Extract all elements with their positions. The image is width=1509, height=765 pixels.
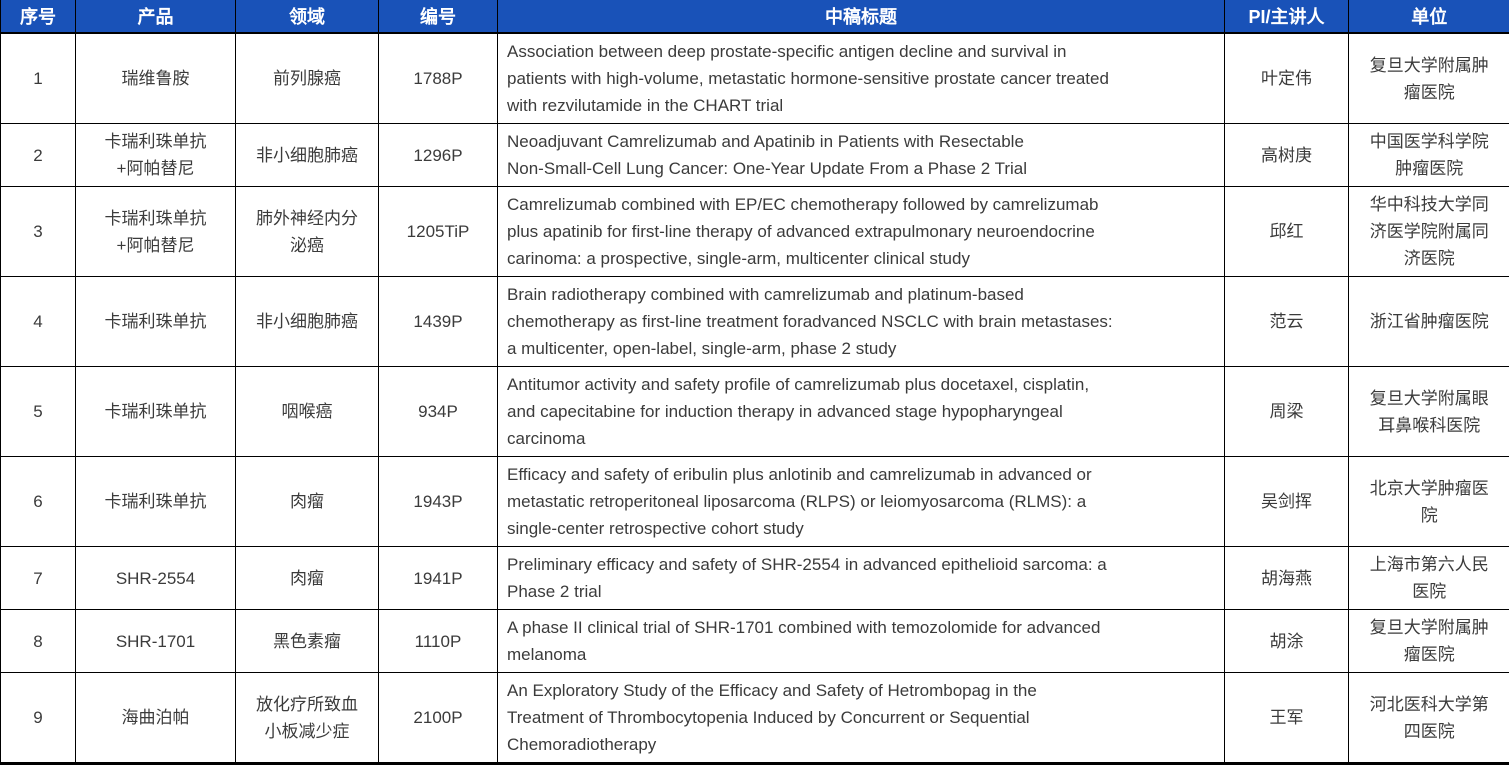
cell-pi: 范云 <box>1225 277 1349 367</box>
cell-field: 肉瘤 <box>236 547 379 610</box>
cell-title: Neoadjuvant Camrelizumab and Apatinib in… <box>498 124 1225 187</box>
cell-title: Antitumor activity and safety profile of… <box>498 367 1225 457</box>
cell-pi: 高树庚 <box>1225 124 1349 187</box>
table-row: 8 SHR-1701 黑色素瘤 1110P A phase II clinica… <box>1 610 1509 673</box>
cell-pi: 邱红 <box>1225 187 1349 277</box>
cell-code: 1943P <box>379 457 498 547</box>
table-row: 3 卡瑞利珠单抗 +阿帕替尼 肺外神经内分 泌癌 1205TiP Camreli… <box>1 187 1509 277</box>
cell-pi: 周梁 <box>1225 367 1349 457</box>
cell-org: 北京大学肿瘤医 院 <box>1349 457 1509 547</box>
cell-product: 卡瑞利珠单抗 <box>76 457 236 547</box>
cell-product: 卡瑞利珠单抗 <box>76 277 236 367</box>
cell-title: An Exploratory Study of the Efficacy and… <box>498 673 1225 764</box>
table-row: 2 卡瑞利珠单抗 +阿帕替尼 非小细胞肺癌 1296P Neoadjuvant … <box>1 124 1509 187</box>
cell-org: 复旦大学附属眼 耳鼻喉科医院 <box>1349 367 1509 457</box>
cell-index: 7 <box>1 547 76 610</box>
cell-org: 上海市第六人民 医院 <box>1349 547 1509 610</box>
cell-org: 复旦大学附属肿 瘤医院 <box>1349 610 1509 673</box>
cell-field: 黑色素瘤 <box>236 610 379 673</box>
col-header-product: 产品 <box>76 0 236 33</box>
cell-product: 卡瑞利珠单抗 <box>76 367 236 457</box>
cell-field: 非小细胞肺癌 <box>236 277 379 367</box>
col-header-field: 领域 <box>236 0 379 33</box>
table-row: 4 卡瑞利珠单抗 非小细胞肺癌 1439P Brain radiotherapy… <box>1 277 1509 367</box>
cell-code: 1205TiP <box>379 187 498 277</box>
cell-pi: 叶定伟 <box>1225 33 1349 124</box>
cell-code: 1296P <box>379 124 498 187</box>
header-row: 序号 产品 领域 编号 中稿标题 PI/主讲人 单位 <box>1 0 1509 33</box>
cell-index: 3 <box>1 187 76 277</box>
table-row: 9 海曲泊帕 放化疗所致血 小板减少症 2100P An Exploratory… <box>1 673 1509 764</box>
cell-product: 卡瑞利珠单抗 +阿帕替尼 <box>76 124 236 187</box>
cell-code: 1941P <box>379 547 498 610</box>
cell-field: 前列腺癌 <box>236 33 379 124</box>
col-header-title: 中稿标题 <box>498 0 1225 33</box>
cell-product: SHR-2554 <box>76 547 236 610</box>
cell-code: 2100P <box>379 673 498 764</box>
cell-title: Brain radiotherapy combined with camreli… <box>498 277 1225 367</box>
cell-pi: 吴剑挥 <box>1225 457 1349 547</box>
cell-field: 放化疗所致血 小板减少症 <box>236 673 379 764</box>
cell-index: 9 <box>1 673 76 764</box>
col-header-pi: PI/主讲人 <box>1225 0 1349 33</box>
cell-index: 4 <box>1 277 76 367</box>
cell-pi: 胡涂 <box>1225 610 1349 673</box>
table-row: 7 SHR-2554 肉瘤 1941P Preliminary efficacy… <box>1 547 1509 610</box>
cell-field: 肉瘤 <box>236 457 379 547</box>
cell-field: 非小细胞肺癌 <box>236 124 379 187</box>
cell-code: 1788P <box>379 33 498 124</box>
cell-title: Camrelizumab combined with EP/EC chemoth… <box>498 187 1225 277</box>
cell-product: 海曲泊帕 <box>76 673 236 764</box>
cell-org: 浙江省肿瘤医院 <box>1349 277 1509 367</box>
col-header-org: 单位 <box>1349 0 1509 33</box>
cell-product: SHR-1701 <box>76 610 236 673</box>
cell-title: Efficacy and safety of eribulin plus anl… <box>498 457 1225 547</box>
cell-code: 934P <box>379 367 498 457</box>
cell-field: 咽喉癌 <box>236 367 379 457</box>
cell-index: 2 <box>1 124 76 187</box>
cell-code: 1439P <box>379 277 498 367</box>
cell-field: 肺外神经内分 泌癌 <box>236 187 379 277</box>
cell-title: A phase II clinical trial of SHR-1701 co… <box>498 610 1225 673</box>
col-header-code: 编号 <box>379 0 498 33</box>
cell-title: Preliminary efficacy and safety of SHR-2… <box>498 547 1225 610</box>
table-body: 1 瑞维鲁胺 前列腺癌 1788P Association between de… <box>1 33 1509 764</box>
cell-product: 瑞维鲁胺 <box>76 33 236 124</box>
cell-index: 5 <box>1 367 76 457</box>
cell-org: 河北医科大学第 四医院 <box>1349 673 1509 764</box>
cell-pi: 王军 <box>1225 673 1349 764</box>
cell-index: 8 <box>1 610 76 673</box>
table-header: 序号 产品 领域 编号 中稿标题 PI/主讲人 单位 <box>1 0 1509 33</box>
cell-index: 6 <box>1 457 76 547</box>
col-header-index: 序号 <box>1 0 76 33</box>
table-row: 1 瑞维鲁胺 前列腺癌 1788P Association between de… <box>1 33 1509 124</box>
table-row: 5 卡瑞利珠单抗 咽喉癌 934P Antitumor activity and… <box>1 367 1509 457</box>
cell-code: 1110P <box>379 610 498 673</box>
cell-product: 卡瑞利珠单抗 +阿帕替尼 <box>76 187 236 277</box>
cell-org: 华中科技大学同 济医学院附属同 济医院 <box>1349 187 1509 277</box>
table-row: 6 卡瑞利珠单抗 肉瘤 1943P Efficacy and safety of… <box>1 457 1509 547</box>
cell-org: 中国医学科学院 肿瘤医院 <box>1349 124 1509 187</box>
cell-pi: 胡海燕 <box>1225 547 1349 610</box>
cell-org: 复旦大学附属肿 瘤医院 <box>1349 33 1509 124</box>
cell-index: 1 <box>1 33 76 124</box>
cell-title: Association between deep prostate-specif… <box>498 33 1225 124</box>
